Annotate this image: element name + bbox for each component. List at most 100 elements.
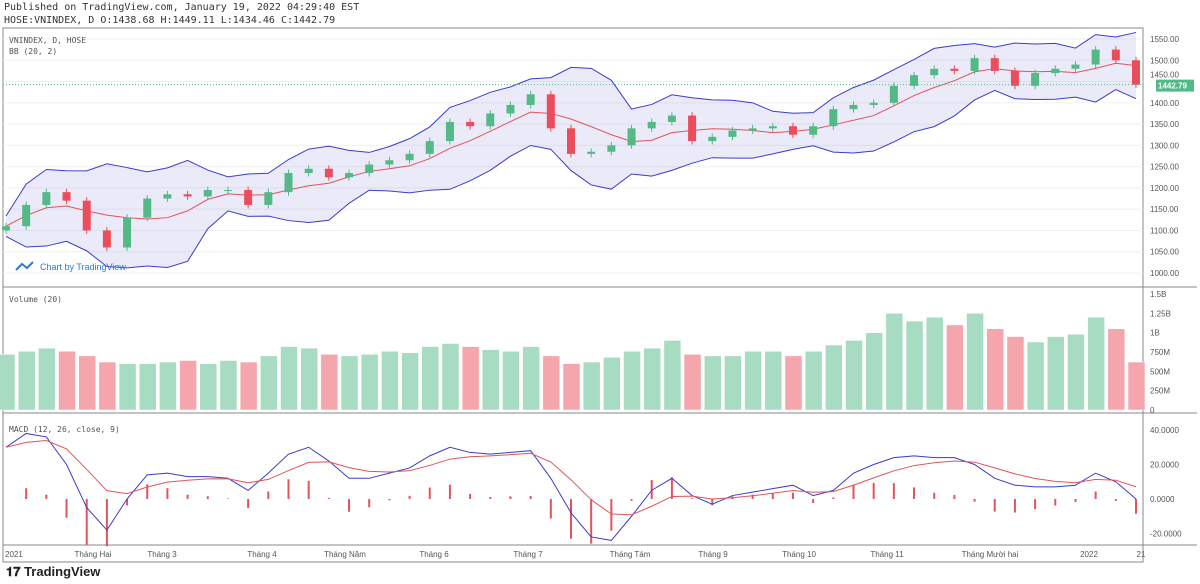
candle-body [62,192,71,201]
candle-body [2,226,10,231]
volume-bar [905,320,924,411]
volume-bar [441,343,460,411]
bb-lower-line [5,88,1137,269]
volume-tick-label: 1.25B [1150,309,1171,318]
volume-bar [704,355,722,411]
volume-bar [17,350,36,411]
time-tick-label: Tháng 10 [782,550,816,559]
candle-body [244,190,253,205]
volume-bar [300,347,318,411]
candle-body [990,58,999,71]
volume-bar [865,332,883,411]
volume-bar [663,340,682,411]
volume-bar [1067,333,1085,411]
last-price-label: 1442.79 [1158,82,1187,91]
time-tick-label: Tháng 7 [513,550,543,559]
volume-legend: Volume (20) [9,295,62,304]
volume-bar [360,354,379,411]
macd-tick-label: 0.0000 [1150,495,1175,504]
volume-tick-label: 1B [1150,329,1160,338]
candle-body [42,192,51,205]
candle-body [849,104,858,110]
candle-body [1051,68,1060,74]
volume-bar [98,361,117,411]
volume-bar [502,350,520,411]
signal-line [5,439,1137,516]
volume-tick-label: 250M [1150,387,1170,396]
candle-body [163,194,172,199]
time-tick-label: 2022 [1080,550,1098,559]
candle-body [264,192,273,205]
price-tick-label: 1350.00 [1150,120,1179,129]
volume-bar [582,361,601,411]
candle-body [324,168,333,178]
candle-body [647,121,656,129]
volume-tick-label: 1.5B [1150,290,1166,299]
candle-body [546,94,555,129]
volume-bar [724,355,742,411]
volume-bar [0,354,16,411]
volume-bar [118,363,137,411]
volume-bar [38,347,56,411]
price-tick-label: 1250.00 [1150,163,1179,172]
candle-body [627,128,636,146]
tradingview-logo[interactable]: 𝟏𝟕 TradingView [6,564,101,579]
time-tick-label: Tháng 3 [147,550,177,559]
volume-bar [58,350,76,411]
candle-body [688,115,697,142]
candle-body [365,164,374,174]
tv-cloud-icon [15,261,34,271]
watermark: Chart by TradingView [40,262,126,272]
volume-bar [199,363,218,411]
volume-bar [421,346,439,411]
candle-body [385,160,394,165]
time-tick-label: Tháng Hai [75,550,112,559]
volume-bar [1107,328,1126,411]
price-tick-label: 1300.00 [1150,141,1179,150]
volume-bar [683,354,702,411]
volume-bar [825,344,843,411]
price-tick-label: 1000.00 [1150,269,1179,278]
ohlc-line: HOSE:VNINDEX, D O:1438.68 H:1449.11 L:14… [4,15,336,26]
price-tick-label: 1200.00 [1150,184,1179,193]
volume-bar [139,363,157,411]
candle-body [345,173,354,178]
candle-body [183,194,192,197]
candle-body [728,130,737,137]
time-tick-label: 21 [1137,550,1146,559]
volume-bar [885,313,904,411]
price-tick-label: 1550.00 [1150,35,1179,44]
volume-bar [1026,341,1045,411]
volume-bar [320,354,339,411]
volume-bar [1006,336,1025,411]
published-line: Published on TradingView.com, January 19… [4,2,360,13]
volume-bar [280,346,298,411]
time-tick-label: Tháng Năm [324,550,366,559]
volume-bar [522,346,540,411]
candle-body [1071,64,1080,69]
candle-body [708,136,717,142]
candle-body [284,173,293,193]
time-tick-label: Tháng 4 [247,550,277,559]
price-tick-label: 1150.00 [1150,205,1179,214]
volume-bar [542,355,561,411]
candle-body [22,204,31,227]
candle-body [526,94,535,105]
time-tick-label: Tháng 11 [870,550,904,559]
candle-body [102,230,111,248]
candle-body [1031,73,1040,86]
candle-body [143,198,152,218]
macd-legend: MACD (12, 26, close, 9) [9,425,120,434]
candle-body [123,217,132,248]
time-tick-label: Tháng 6 [419,550,449,559]
candle-body [829,109,838,127]
candle-body [1132,60,1140,85]
macd-tick-label: -20.0000 [1150,530,1182,539]
volume-bar [764,350,783,411]
candle-body [223,190,232,192]
macd-tick-label: 40.0000 [1150,426,1179,435]
candle-body [1111,49,1120,61]
price-tick-label: 1500.00 [1150,56,1179,65]
candle-body [607,145,616,152]
